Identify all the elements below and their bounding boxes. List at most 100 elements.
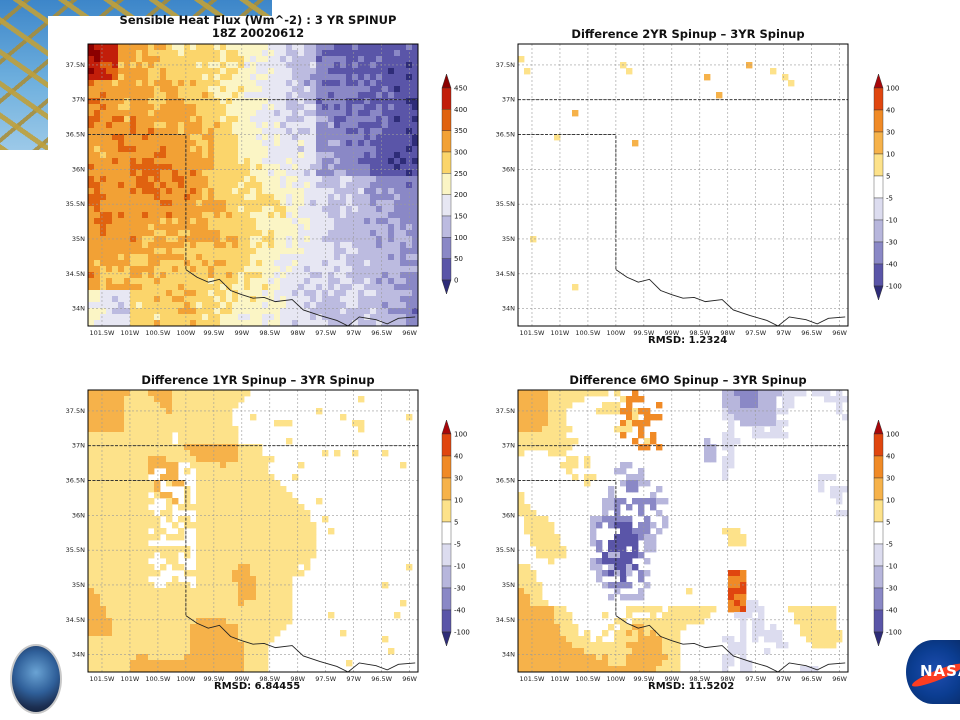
title-line-1: Difference 2YR Spinup – 3YR Spinup	[571, 27, 805, 41]
lat-tick-label: 37N	[72, 96, 85, 104]
colorbar-swatch	[873, 87, 884, 111]
lat-tick-label: 34N	[72, 305, 85, 313]
colorbar-top-arrow	[441, 73, 452, 89]
lon-tick-label: 100.5W	[145, 329, 171, 337]
gridlines	[88, 390, 418, 672]
colorbar-swatch	[873, 521, 884, 545]
lon-tick-label: 100.5W	[575, 329, 601, 337]
lat-tick-label: 37.5N	[66, 61, 85, 69]
colorbar-swatch	[873, 241, 884, 265]
colorbar-label: 30	[886, 129, 895, 137]
colorbar-top-arrow	[873, 419, 884, 435]
colorbar-swatch	[441, 543, 452, 567]
lat-tick-label: 35N	[502, 235, 515, 243]
lon-tick-label: 97.5W	[315, 329, 336, 337]
lat-tick-label: 34.5N	[66, 616, 85, 624]
colorbar-swatch	[441, 130, 452, 153]
colorbar-label: -40	[886, 607, 897, 615]
lat-tick-label: 34.5N	[496, 270, 515, 278]
colorbar-swatch	[441, 258, 452, 281]
lon-tick-label: 98.5W	[689, 675, 710, 683]
lat-tick-label: 37N	[502, 442, 515, 450]
colorbar-label: 400	[454, 106, 467, 114]
colorbar-swatch	[441, 87, 452, 110]
data-field	[518, 390, 849, 673]
lon-tick-label: 101.5W	[89, 329, 115, 337]
colorbar-swatch	[441, 173, 452, 195]
lon-tick-label: 101.5W	[519, 675, 545, 683]
data-field	[518, 56, 795, 291]
colorbar-flux: 450 400 350 300 250 200 150 100 50 0	[440, 73, 472, 295]
lon-tick-label: 97W	[346, 675, 361, 683]
lon-tick-label: 98W	[290, 329, 305, 337]
colorbar-label: -30	[454, 585, 465, 593]
lon-tick-label: 97W	[346, 329, 361, 337]
colorbar-label: 350	[454, 127, 467, 135]
map-plot: 37.5N 37N 36.5N 36N 35.5N 35N 34.5N 34N 101.5W 10…	[66, 43, 419, 337]
lon-tick-label: 101W	[121, 329, 140, 337]
lat-tick-label: 36N	[72, 165, 85, 173]
colorbar-swatch	[873, 477, 884, 501]
lon-tick-label: 100.5W	[145, 675, 171, 683]
colorbar-swatch	[441, 237, 452, 259]
colorbar-swatch	[873, 565, 884, 589]
lat-tick-label: 35.5N	[496, 200, 515, 208]
rmsd-value: RMSD: 11.5202	[648, 681, 735, 692]
lat-tick-label: 37N	[502, 96, 515, 104]
lon-tick-label: 96.5W	[371, 675, 392, 683]
lon-tick-label: 99W	[234, 329, 249, 337]
lon-tick-label: 99W	[664, 329, 679, 337]
colorbar-swatch	[873, 109, 884, 133]
lon-tick-label: 96W	[402, 329, 417, 337]
panel-title: Difference 2YR Spinup – 3YR Spinup	[478, 28, 898, 41]
colorbar-swatch	[441, 151, 452, 174]
colorbar-top-arrow	[441, 419, 452, 435]
colorbar-label: 30	[454, 475, 463, 483]
panel-title: Difference 1YR Spinup – 3YR Spinup	[48, 374, 468, 387]
colorbar-label: -100	[454, 629, 470, 637]
colorbar-swatch	[441, 587, 452, 611]
colorbar-label: 10	[886, 497, 895, 505]
lon-tick-label: 97.5W	[745, 675, 766, 683]
colorbar-label: 5	[454, 519, 458, 527]
colorbar-difference-1yr: 100 40 30 10 5 -5 -10 -30 -40 -100	[440, 419, 472, 647]
colorbar-label: -40	[454, 607, 465, 615]
colorbar-label: 40	[454, 453, 463, 461]
colorbar-bottom-arrow	[441, 631, 452, 647]
colorbar-label: 10	[886, 151, 895, 159]
title-line-1: Difference 6MO Spinup – 3YR Spinup	[569, 373, 807, 387]
colorbar-label: 100	[886, 431, 899, 439]
lon-tick-label: 96.5W	[801, 329, 822, 337]
state-borders	[88, 445, 418, 673]
lon-tick-label: 100.5W	[575, 675, 601, 683]
lon-tick-label: 96.5W	[371, 329, 392, 337]
lon-tick-label: 97W	[776, 329, 791, 337]
lon-tick-label: 100W	[176, 675, 195, 683]
lat-tick-label: 36.5N	[496, 131, 515, 139]
lon-tick-label: 101.5W	[89, 675, 115, 683]
lon-tick-label: 99.5W	[633, 675, 654, 683]
colorbar-label: -30	[886, 585, 897, 593]
lat-tick-label: 35N	[502, 581, 515, 589]
lat-tick-label: 35N	[72, 235, 85, 243]
colorbar-swatch	[873, 455, 884, 479]
colorbar-swatch	[441, 455, 452, 479]
colorbar-swatch	[873, 131, 884, 155]
plot-frame	[87, 43, 419, 327]
lat-tick-label: 35N	[72, 581, 85, 589]
colorbar-swatch	[873, 175, 884, 199]
colorbar-difference-2yr: 100 40 30 10 5 -5 -10 -30 -40 -100	[872, 73, 904, 301]
lon-tick-label: 96W	[832, 329, 847, 337]
colorbar-swatch	[441, 477, 452, 501]
lon-tick-label: 98W	[720, 329, 735, 337]
lat-tick-label: 34N	[502, 651, 515, 659]
lon-tick-label: 98.5W	[259, 675, 280, 683]
lon-tick-label: 101W	[551, 675, 570, 683]
panel-difference-2yr: Difference 2YR Spinup – 3YR Spinup 37.5N…	[478, 10, 898, 350]
nasa-meatball-logo-icon: NASA	[906, 640, 960, 704]
colorbar-swatch	[873, 433, 884, 457]
colorbar-swatch	[441, 609, 452, 633]
lat-tick-label: 36.5N	[496, 477, 515, 485]
colorbar-label: -10	[886, 217, 897, 225]
colorbar-label: 50	[454, 255, 463, 263]
